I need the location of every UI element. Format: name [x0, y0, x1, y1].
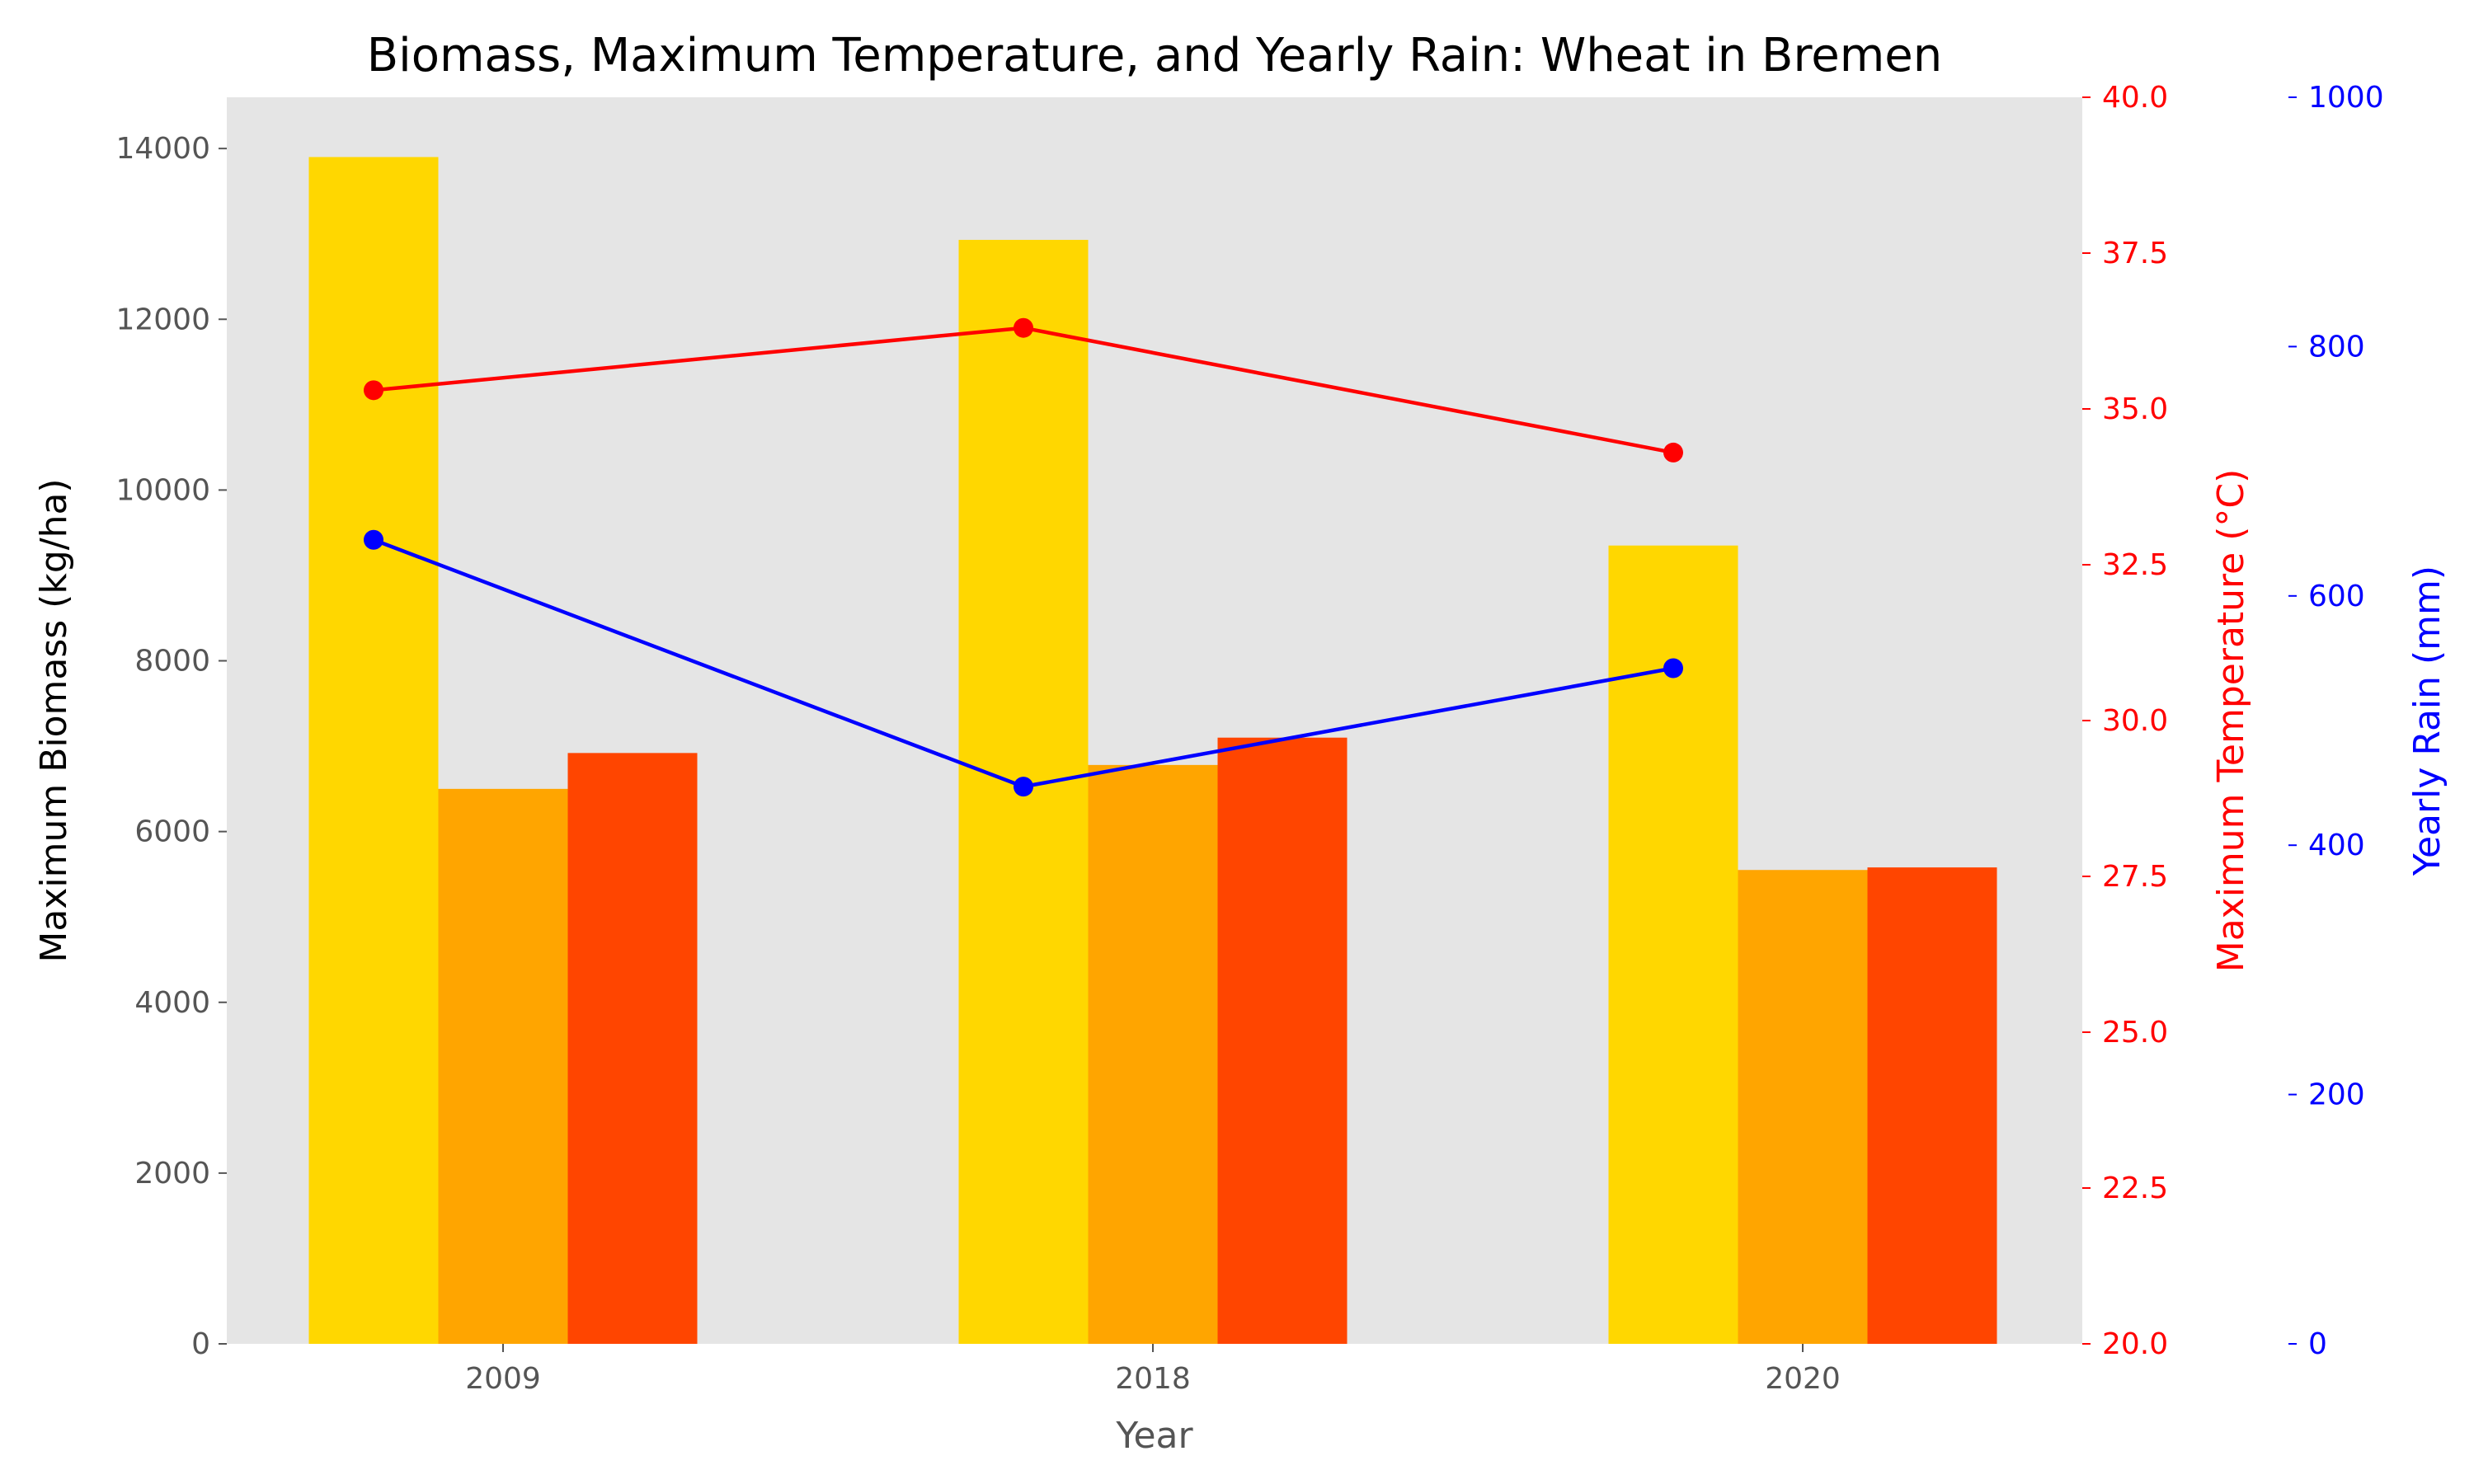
y-tick-label-temperature: 27.5 — [2102, 860, 2168, 894]
rain-point-2009 — [364, 529, 383, 550]
y-axis-label-biomass: Maximum Biomass (kg/ha) — [33, 478, 75, 962]
rain-point-2018 — [1014, 777, 1033, 797]
lines-group — [364, 317, 1683, 797]
bar-2018-series-3 — [1217, 737, 1348, 1344]
bar-2020-series-1 — [1608, 545, 1738, 1344]
x-tick-label-2018: 2018 — [1115, 1362, 1191, 1396]
y-tick-label-temperature: 35.0 — [2102, 392, 2168, 426]
x-tick-label-2020: 2020 — [1765, 1362, 1841, 1396]
y-tick-label-temperature: 25.0 — [2102, 1016, 2168, 1050]
y-tick-label-temperature: 22.5 — [2102, 1172, 2168, 1205]
y-tick-label-temperature: 20.0 — [2102, 1327, 2168, 1361]
y-tick-label-biomass: 2000 — [134, 1157, 210, 1190]
y-tick-label-rain: 1000 — [2308, 81, 2384, 115]
y-tick-label-temperature: 37.5 — [2102, 237, 2168, 270]
bar-2018-series-2 — [1088, 764, 1218, 1344]
y-axis-label-rain: Yearly Rain (mm) — [2406, 566, 2448, 876]
y-tick-label-rain: 600 — [2308, 580, 2365, 613]
x-axis-label: Year — [1115, 1415, 1193, 1457]
bar-2009-series-1 — [308, 157, 439, 1344]
y-tick-label-temperature: 32.5 — [2102, 548, 2168, 582]
temperature-point-2020 — [1663, 442, 1683, 463]
bar-2020-series-3 — [1867, 867, 1997, 1344]
bar-2009-series-3 — [567, 753, 698, 1344]
y-tick-label-rain: 200 — [2308, 1078, 2365, 1112]
bar-2020-series-2 — [1738, 870, 1868, 1344]
y-tick-label-rain: 800 — [2308, 330, 2365, 364]
x-tick-label-2009: 2009 — [465, 1362, 541, 1396]
bar-2009-series-2 — [438, 788, 568, 1344]
temperature-point-2018 — [1014, 317, 1033, 338]
y-axis-label-temperature: Maximum Temperature (°C) — [2210, 469, 2252, 973]
y-tick-label-temperature: 30.0 — [2102, 704, 2168, 738]
y-tick-label-biomass: 14000 — [115, 132, 210, 166]
y-tick-label-biomass: 10000 — [115, 473, 210, 507]
temperature-point-2009 — [364, 380, 383, 401]
y-tick-label-rain: 0 — [2308, 1327, 2327, 1361]
y-tick-label-rain: 400 — [2308, 829, 2365, 862]
y-tick-label-temperature: 40.0 — [2102, 81, 2168, 115]
y-tick-label-biomass: 8000 — [134, 645, 210, 679]
y-tick-label-biomass: 12000 — [115, 303, 210, 336]
rain-point-2020 — [1663, 658, 1683, 679]
axes-group: 2009 2018 20200200040006000800010000120001… — [115, 81, 2383, 1396]
y-tick-label-biomass: 6000 — [134, 815, 210, 849]
y-tick-label-biomass: 4000 — [134, 986, 210, 1020]
y-tick-label-biomass: 0 — [191, 1327, 210, 1361]
chart-title: Biomass, Maximum Temperature, and Yearly… — [367, 29, 1942, 82]
